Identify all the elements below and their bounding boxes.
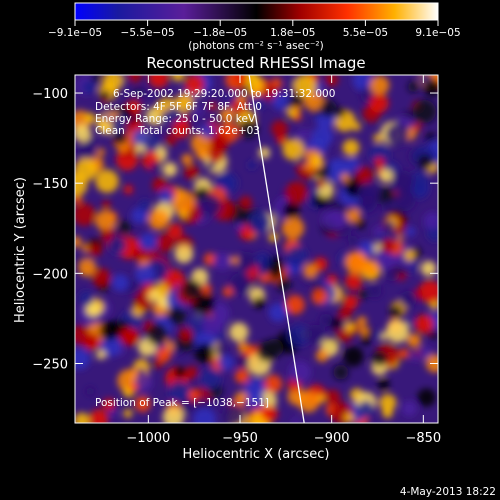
- y-tick-label: −100: [32, 87, 68, 102]
- annotation-block: 6-Sep-2002 19:29:20.000 to 19:31:32.000 …: [95, 88, 335, 137]
- colorbar-unit-label: (photons cm⁻² s⁻¹ asec⁻²): [188, 40, 323, 52]
- x-axis-label: Heliocentric X (arcsec): [183, 447, 330, 462]
- y-tick-label: −150: [32, 177, 68, 192]
- x-tick-label: −1000: [126, 431, 170, 446]
- colorbar-tick-label: −1.8e−05: [193, 27, 247, 39]
- annotation-time-range: 6-Sep-2002 19:29:20.000 to 19:31:32.000: [113, 88, 335, 100]
- footer-timestamp: 4-May-2013 18:22: [400, 486, 496, 498]
- plot-frame: [74, 74, 439, 424]
- y-tick-label: −200: [32, 267, 68, 282]
- colorbar: [74, 2, 439, 21]
- y-axis-label: Heliocentric Y (arcsec): [13, 177, 28, 323]
- colorbar-tick-label: 1.8e−05: [270, 27, 315, 39]
- colorbar-tick-label: −9.1e−05: [48, 27, 102, 39]
- colorbar-tick-label: −5.5e−05: [121, 27, 175, 39]
- peak-position-label: Position of Peak = [−1038,−151]: [95, 397, 269, 409]
- heatmap-image: [75, 75, 438, 423]
- annotation-energy-range: Energy Range: 25.0 - 50.0 keV: [95, 113, 256, 125]
- solar-limb-line: [248, 75, 305, 423]
- annotation-detectors: Detectors: 4F 5F 6F 7F 8F, Att 0: [95, 101, 262, 113]
- x-tick-label: −850: [405, 431, 441, 446]
- colorbar-tick-label: 9.1e−05: [415, 27, 460, 39]
- annotation-clean-counts: Clean Total counts: 1.62e+03: [95, 125, 260, 137]
- colorbar-ticks: −9.1e−05 −5.5e−05 −1.8e−05 1.8e−05 5.5e−05 9.…: [48, 20, 461, 39]
- chart-title: Reconstructed RHESSI Image: [146, 54, 365, 72]
- x-tick-label: −900: [314, 431, 350, 446]
- x-tick-label: −950: [222, 431, 258, 446]
- y-tick-label: −250: [32, 357, 68, 372]
- colorbar-tick-label: 5.5e−05: [343, 27, 388, 39]
- axis-ticks: −1000 −950 −900 −850 −100 −150 −200 −250: [32, 75, 441, 446]
